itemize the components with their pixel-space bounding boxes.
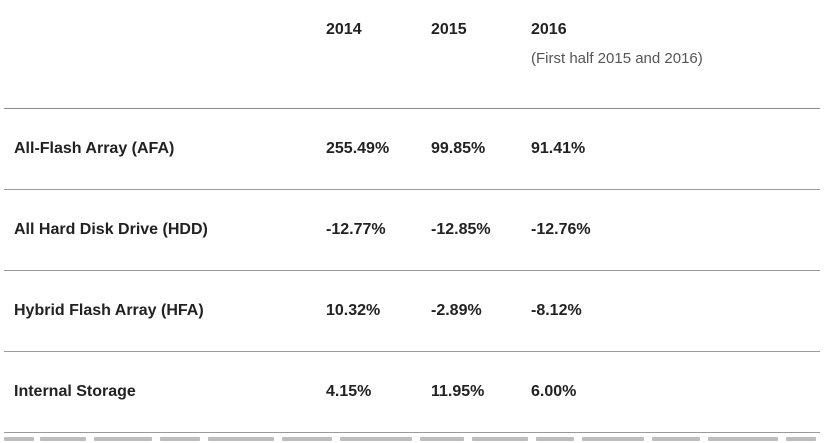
cropped-footer-text (4, 432, 820, 443)
row-label: All-Flash Array (AFA) (14, 140, 175, 157)
column-header-2016: 2016 (531, 21, 567, 38)
table-row: All Hard Disk Drive (HDD) -12.77% -12.85… (4, 190, 820, 271)
table-row: Internal Storage 4.15% 11.95% 6.00% (4, 352, 820, 433)
growth-table: 2014 2015 2016 (First half 2015 and 2016… (4, 0, 820, 433)
cell-2016: -8.12% (531, 302, 582, 319)
cell-2014: 255.49% (326, 140, 390, 157)
row-label: Hybrid Flash Array (HFA) (14, 302, 204, 319)
cell-2016: 91.41% (531, 140, 586, 157)
cell-2015: -2.89% (431, 302, 482, 319)
cell-2016: -12.76% (531, 221, 591, 238)
column-header-2014: 2014 (326, 21, 362, 38)
table-row: All-Flash Array (AFA) 255.49% 99.85% 91.… (4, 109, 820, 190)
column-header-2015: 2015 (431, 21, 467, 38)
cell-2014: 10.32% (326, 302, 381, 319)
cell-2015: 11.95% (431, 383, 485, 400)
table-row: Hybrid Flash Array (HFA) 10.32% -2.89% -… (4, 271, 820, 352)
cell-2014: -12.77% (326, 221, 386, 238)
row-label: Internal Storage (14, 383, 136, 400)
cell-2016: 6.00% (531, 383, 577, 400)
column-header-note: (First half 2015 and 2016) (531, 50, 703, 67)
cell-2015: -12.85% (431, 221, 491, 238)
table-header: 2014 2015 2016 (First half 2015 and 2016… (4, 0, 820, 109)
cell-2015: 99.85% (431, 140, 486, 157)
row-label: All Hard Disk Drive (HDD) (14, 221, 208, 238)
cell-2014: 4.15% (326, 383, 372, 400)
